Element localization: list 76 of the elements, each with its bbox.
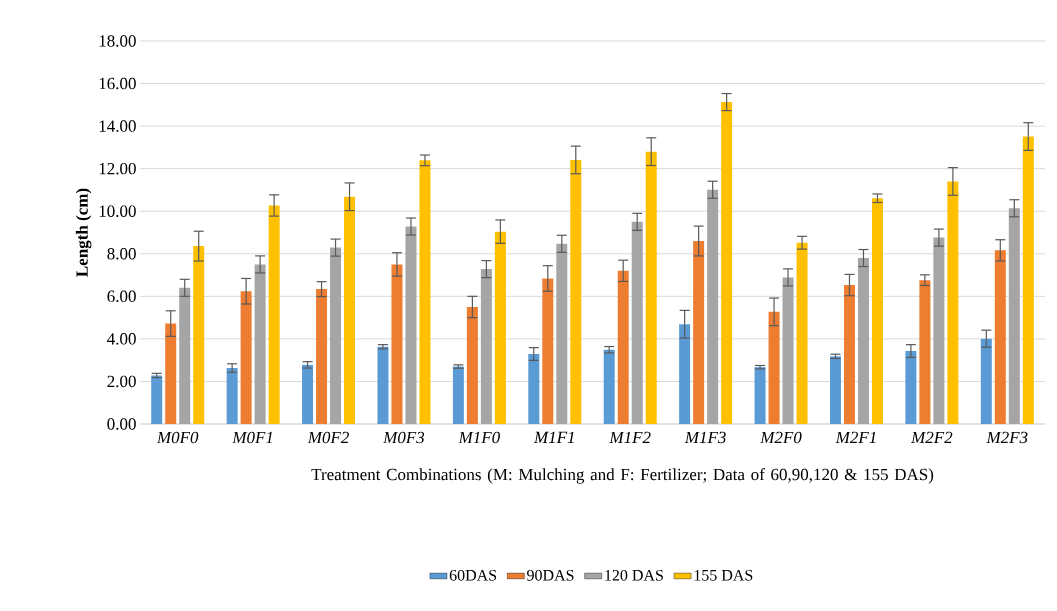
x-tick-label: M2F0	[760, 431, 802, 444]
bar	[302, 364, 314, 424]
bar	[405, 226, 417, 424]
y-tick-label: 2.00	[107, 375, 136, 388]
bar	[871, 198, 883, 424]
x-tick-label: M0F2	[307, 431, 349, 444]
bar	[1008, 208, 1020, 424]
x-tick-label: M0F3	[382, 431, 425, 444]
bar	[542, 278, 554, 424]
bar	[693, 241, 705, 424]
y-tick-label: 14.00	[99, 120, 136, 132]
x-tick-label: M2F3	[986, 431, 1028, 444]
bar	[857, 258, 869, 424]
bar	[829, 356, 841, 424]
legend-label: 155 DAS	[694, 569, 753, 581]
bar	[933, 237, 945, 424]
x-tick-label: M0F1	[232, 431, 273, 444]
bar	[631, 221, 643, 424]
bar	[721, 102, 733, 424]
bar	[707, 189, 719, 424]
bar	[768, 311, 780, 424]
bar	[452, 366, 464, 424]
bar	[905, 351, 917, 424]
bar	[419, 160, 431, 424]
bar	[466, 306, 478, 424]
x-tick-label: M1F3	[684, 431, 726, 444]
bar	[240, 291, 252, 424]
bar	[494, 231, 506, 424]
legend-label: 120 DAS	[605, 569, 663, 581]
legend-label: 90DAS	[527, 569, 574, 581]
bar	[1022, 136, 1034, 424]
bar	[782, 277, 794, 424]
x-tick-label: M1F0	[458, 431, 500, 444]
bar	[226, 368, 238, 424]
bar	[316, 289, 328, 424]
bar	[344, 196, 356, 424]
bar	[980, 338, 992, 424]
bar	[179, 287, 191, 424]
y-tick-label: 4.00	[107, 333, 136, 345]
x-tick-label: M1F2	[609, 431, 651, 444]
bar	[528, 354, 540, 424]
bar	[377, 346, 389, 424]
y-axis-title: Length (cm)	[75, 188, 92, 277]
legend-label: 60DAS	[449, 569, 497, 581]
y-tick-label: 16.00	[99, 77, 136, 90]
bar	[919, 280, 931, 424]
bar	[480, 269, 492, 424]
bar	[330, 247, 342, 424]
bar	[556, 243, 568, 424]
y-tick-label: 0.00	[107, 418, 136, 430]
bar	[617, 270, 629, 424]
x-axis-title: Treatment Combinations (M: Mulching and F: Fertilizer; Data of 60,90,120 & 155 DAS)	[311, 468, 934, 484]
bar	[193, 246, 205, 424]
bar	[679, 324, 691, 424]
bar	[947, 181, 959, 424]
x-tick-label: M0F0	[156, 431, 199, 444]
bar	[570, 159, 582, 424]
bar	[603, 349, 615, 424]
bar	[151, 375, 163, 424]
bar	[268, 205, 280, 424]
x-tick-label: M2F1	[835, 431, 876, 444]
y-tick-label: 10.00	[99, 205, 136, 217]
bar	[645, 151, 657, 424]
bar	[254, 264, 266, 424]
bar	[754, 367, 766, 424]
bar	[796, 242, 808, 424]
y-tick-label: 12.00	[99, 162, 136, 175]
bar	[994, 250, 1006, 424]
y-tick-label: 8.00	[107, 248, 136, 260]
x-tick-label: M1F1	[533, 431, 574, 443]
bar	[843, 285, 855, 424]
y-tick-label: 18.00	[99, 35, 136, 47]
x-tick-label: M2F2	[910, 431, 953, 444]
bar	[391, 264, 403, 424]
bar	[165, 323, 177, 424]
y-tick-label: 6.00	[107, 290, 136, 303]
